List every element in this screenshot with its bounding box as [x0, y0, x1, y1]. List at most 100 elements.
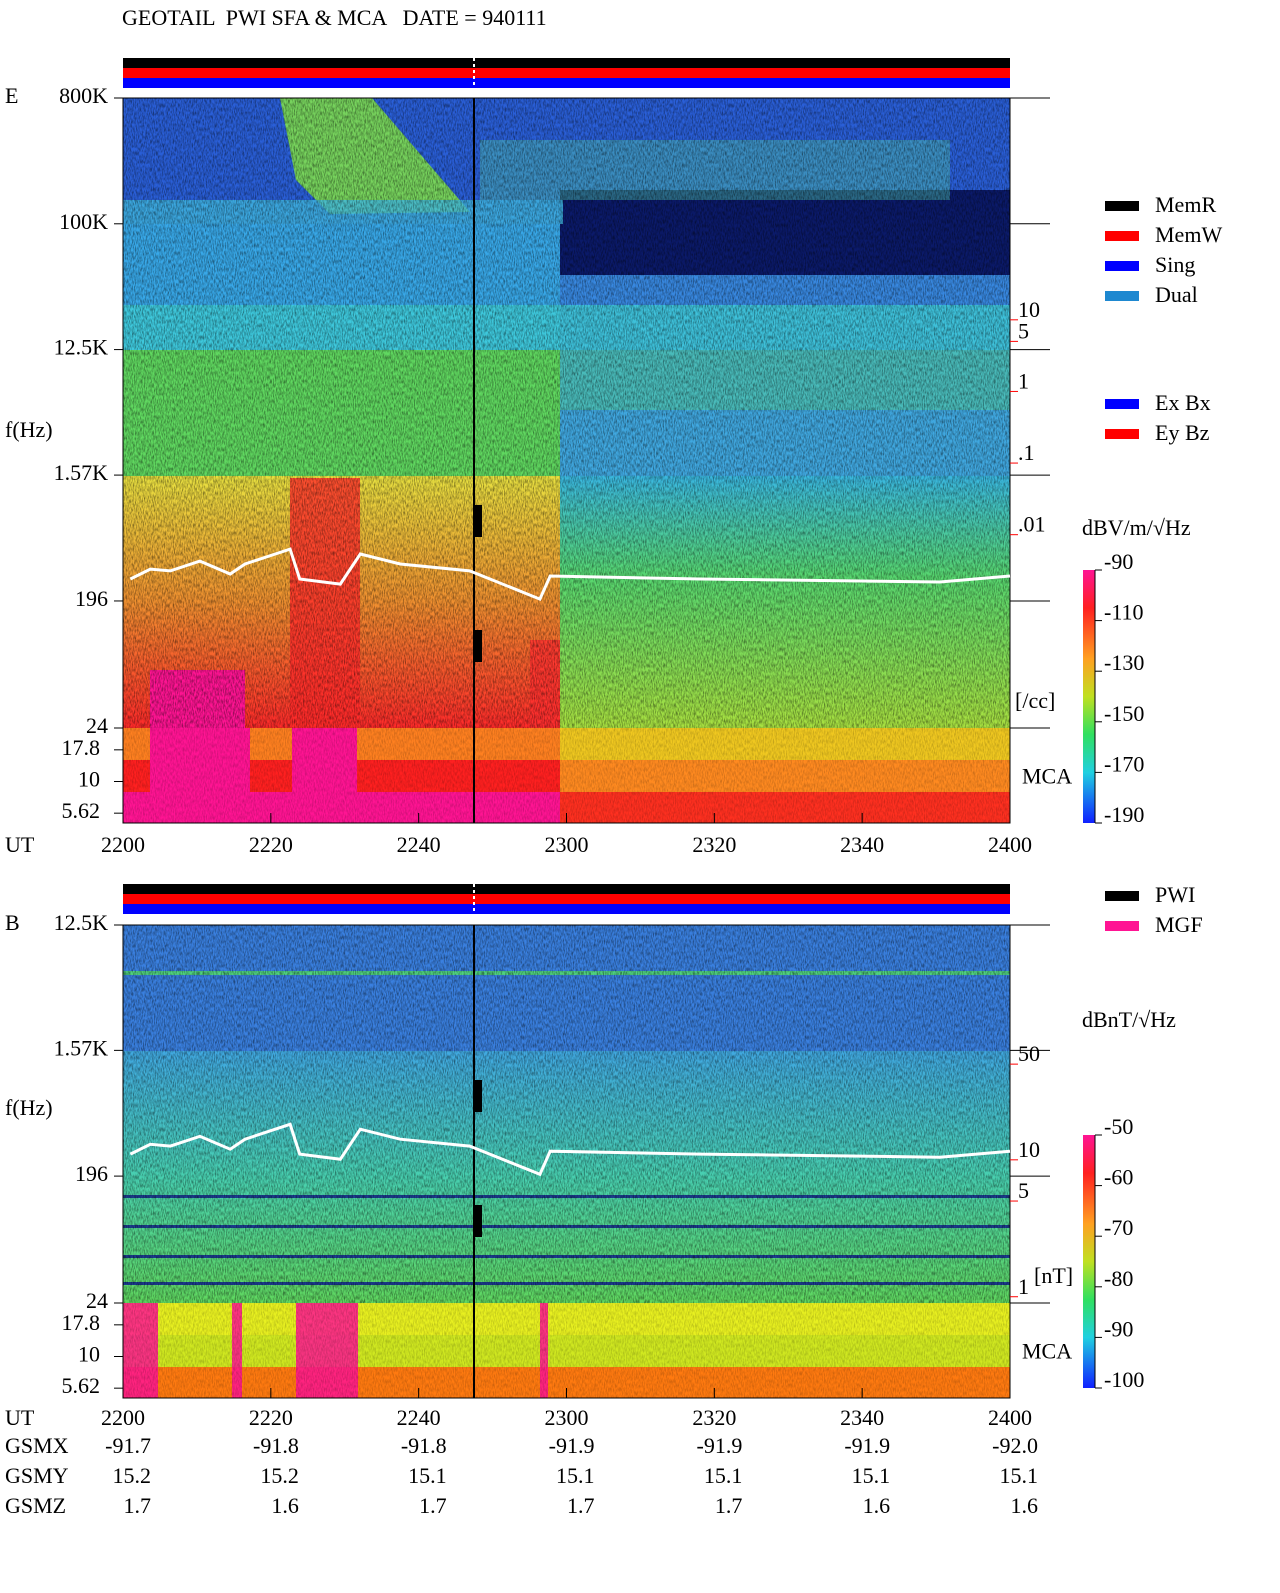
orbit-value: -91.7 [105, 1433, 151, 1458]
y2-tick-label: .1 [1018, 440, 1035, 465]
y-tick-label: 100K [59, 209, 108, 234]
x-tick-label: 2400 [988, 832, 1032, 857]
legend-swatch [1105, 201, 1139, 211]
mca-tick-label: 10 [78, 767, 100, 792]
orbit-value: 1.6 [271, 1493, 299, 1518]
colorbar-tick-label: -100 [1104, 1367, 1144, 1392]
panel-label: B [5, 910, 20, 935]
y-tick-label: 24 [86, 713, 108, 738]
y2-tick-label: .01 [1018, 512, 1046, 537]
legend-label: Ey Bz [1155, 420, 1210, 445]
mca-tick-label: 17.8 [62, 1310, 101, 1335]
colorbar-label: dBV/m/√Hz [1082, 515, 1191, 540]
y-tick-label: 12.5K [54, 910, 109, 935]
y-axis-label: f(Hz) [5, 417, 53, 442]
orbit-value: 1.6 [1011, 1493, 1039, 1518]
x-tick-label: 2240 [397, 1405, 441, 1430]
x-axis-label: UT [5, 832, 35, 857]
y2-axis-label: [nT] [1034, 1263, 1073, 1288]
y-tick-label: 196 [75, 1161, 108, 1186]
legend-label: MemR [1155, 192, 1216, 217]
y-tick-label: 196 [75, 586, 108, 611]
orbit-value: -91.8 [401, 1433, 447, 1458]
mca-label: MCA [1022, 764, 1072, 789]
orbit-row-name: GSMZ [5, 1493, 66, 1518]
x-tick-label: 2220 [249, 1405, 293, 1430]
legend-label: Dual [1155, 282, 1198, 307]
mca-tick-label: 5.62 [62, 1373, 101, 1398]
legend-label: Sing [1155, 252, 1195, 277]
y2-tick-label: 5 [1018, 318, 1029, 343]
orbit-value: 15.1 [408, 1463, 447, 1488]
colorbar-tick-label: -150 [1104, 701, 1144, 726]
legend-swatch [1105, 429, 1139, 439]
colorbar-tick-label: -170 [1104, 751, 1144, 776]
orbit-value: 1.7 [419, 1493, 447, 1518]
orbit-row-name: GSMX [5, 1433, 69, 1458]
x-tick-label: 2300 [545, 832, 589, 857]
orbit-value: 1.7 [715, 1493, 743, 1518]
orbit-value: 15.1 [1000, 1463, 1039, 1488]
mca-tick-label: 17.8 [62, 735, 101, 760]
colorbar-tick-label: -130 [1104, 650, 1144, 675]
e-spectrogram [123, 58, 1010, 823]
legend-label: MemW [1155, 222, 1222, 247]
x-tick-label: 2320 [692, 1405, 736, 1430]
orbit-value: 15.1 [556, 1463, 595, 1488]
y2-tick-label: 5 [1018, 1178, 1029, 1203]
y-tick-label: 800K [59, 83, 108, 108]
orbit-value: -91.8 [253, 1433, 299, 1458]
colorbar-tick-label: -80 [1104, 1266, 1133, 1291]
orbit-value: 15.2 [260, 1463, 299, 1488]
orbit-value: -91.9 [549, 1433, 595, 1458]
mca-tick-label: 10 [78, 1342, 100, 1367]
y2-axis-label: [/cc] [1015, 688, 1055, 713]
x-tick-label: 2200 [101, 1405, 145, 1430]
orbit-value: -91.9 [844, 1433, 890, 1458]
legend-swatch [1105, 261, 1139, 271]
colorbar-tick-label: -50 [1104, 1114, 1133, 1139]
x-tick-label: 2400 [988, 1405, 1032, 1430]
y2-tick-label: 10 [1018, 297, 1040, 322]
y-tick-label: 1.57K [54, 460, 109, 485]
orbit-value: 15.2 [113, 1463, 152, 1488]
legend-label: Ex Bx [1155, 390, 1211, 415]
x-tick-label: 2340 [840, 1405, 884, 1430]
colorbar-label: dBnT/√Hz [1082, 1007, 1176, 1032]
orbit-value: 15.1 [704, 1463, 743, 1488]
orbit-value: -92.0 [992, 1433, 1038, 1458]
legend-label: PWI [1155, 882, 1195, 907]
orbit-value: 15.1 [852, 1463, 891, 1488]
title: GEOTAIL PWI SFA & MCA DATE = 940111 [122, 5, 547, 30]
x-tick-label: 2200 [101, 832, 145, 857]
legend-swatch [1105, 399, 1139, 409]
y2-tick-label: 10 [1018, 1137, 1040, 1162]
legend-swatch [1105, 921, 1139, 931]
x-tick-label: 2320 [692, 832, 736, 857]
panel-label: E [5, 83, 18, 108]
x-tick-label: 2340 [840, 832, 884, 857]
orbit-value: 1.7 [124, 1493, 152, 1518]
legend-label: MGF [1155, 912, 1203, 937]
plasma-line [129, 547, 1011, 602]
colorbar [1083, 1135, 1095, 1388]
colorbar-tick-label: -70 [1104, 1215, 1133, 1240]
orbit-row-name: GSMY [5, 1463, 69, 1488]
legend-swatch [1105, 231, 1139, 241]
y-axis-label: f(Hz) [5, 1095, 53, 1120]
colorbar [1083, 570, 1095, 823]
legend-swatch [1105, 891, 1139, 901]
mca-label: MCA [1022, 1339, 1072, 1364]
y2-tick-label: 1 [1018, 368, 1029, 393]
orbit-value: 1.6 [863, 1493, 891, 1518]
plasma-line [129, 1122, 1011, 1177]
x-tick-label: 2220 [249, 832, 293, 857]
colorbar-tick-label: -60 [1104, 1165, 1133, 1190]
y-tick-label: 24 [86, 1288, 108, 1313]
x-axis-label: UT [5, 1405, 35, 1430]
y-tick-label: 1.57K [54, 1035, 109, 1060]
y2-tick-label: 50 [1018, 1041, 1040, 1066]
orbit-value: 1.7 [567, 1493, 595, 1518]
